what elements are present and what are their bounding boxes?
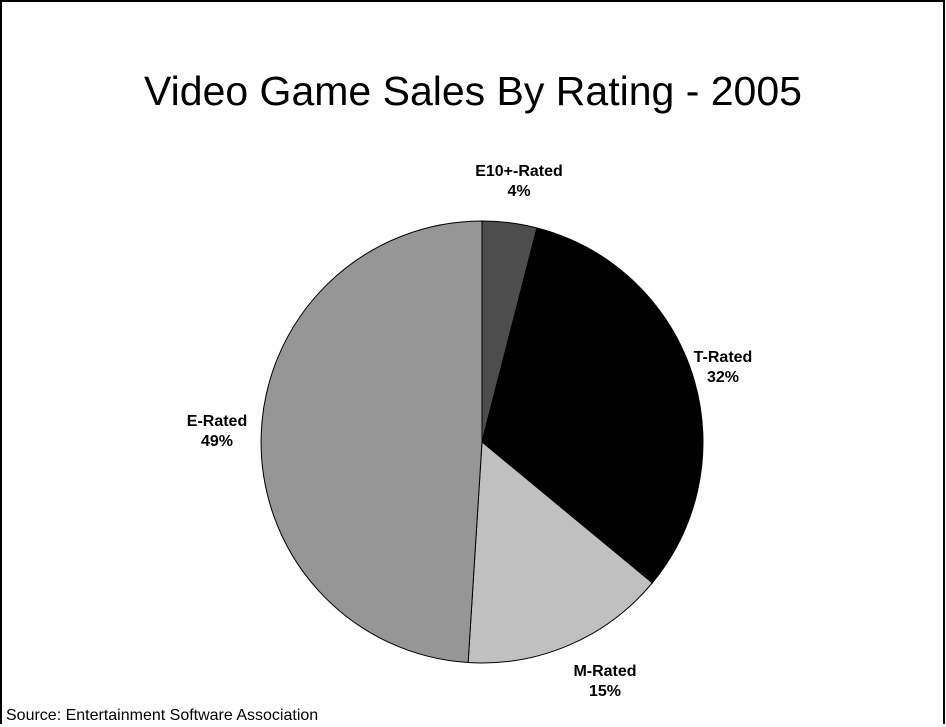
pie-labels: E10+-Rated 4% T-Rated 32% M-Rated 15% E-Rated 4…	[187, 163, 753, 700]
source-note: Source: Entertainment Software Associati…	[6, 707, 319, 724]
slice-label-t-rated: T-Rated	[694, 349, 753, 366]
pie-slice-t-rated	[481, 227, 704, 584]
slice-label-e10-rated: E10+-Rated	[475, 163, 563, 180]
slice-value-e-rated: 49%	[201, 433, 233, 450]
slice-value-e10-rated: 4%	[507, 183, 530, 200]
slice-label-m-rated: M-Rated	[573, 663, 636, 680]
slice-label-e-rated: E-Rated	[187, 413, 247, 430]
slice-value-m-rated: 15%	[589, 683, 621, 700]
pie-slice-m-rated	[467, 440, 653, 664]
pie-slices	[260, 220, 704, 664]
pie-slice-e-rated	[260, 220, 483, 664]
chart-title: Video Game Sales By Rating - 2005	[144, 68, 802, 114]
slice-value-t-rated: 32%	[707, 369, 739, 386]
